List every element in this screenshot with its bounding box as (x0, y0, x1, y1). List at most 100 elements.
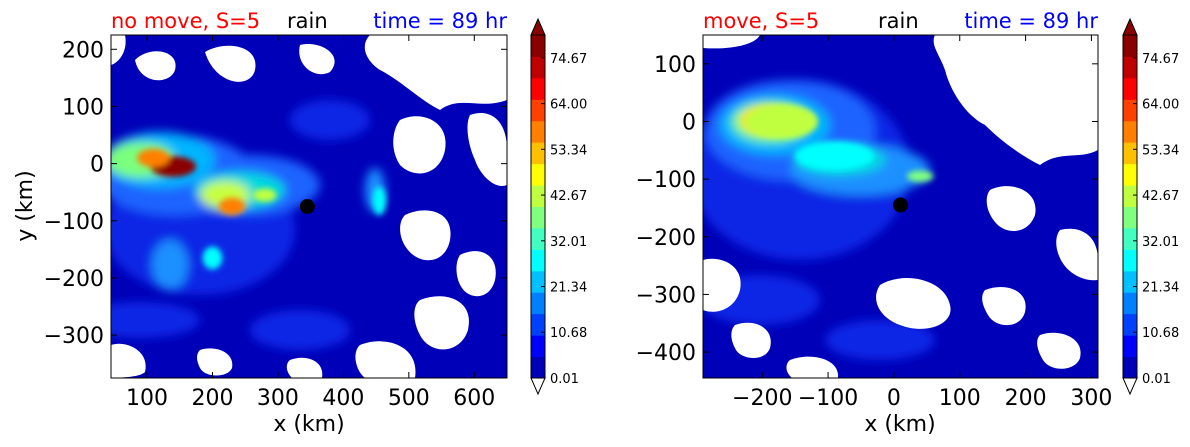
panel1-colorbar: 74.67 64.00 53.34 42.67 32.01 21.34 10.68 0.01 (1122, 17, 1179, 396)
panel0-no-rain-patch (135, 51, 176, 81)
panel0-band (111, 302, 200, 338)
rain-maximum-3 (253, 188, 277, 202)
x-tick-label: 300 (257, 386, 299, 411)
x-tick-label: 100 (126, 386, 168, 411)
colorbar-tick-label: 32.01 (550, 235, 587, 250)
colorbar-segment (531, 56, 545, 79)
colorbar-segment (1123, 163, 1137, 186)
y-tick-label: 100 (654, 53, 696, 78)
rain-maximum-4 (202, 246, 223, 270)
colorbar-segment (1123, 185, 1137, 207)
panel1-no-rain-patch (933, 35, 1098, 165)
colorbar-tick-label: 10.68 (1142, 326, 1179, 341)
panel0-band (250, 310, 350, 350)
rain-maximum-3 (907, 170, 934, 182)
panel0-no-rain-patch (414, 296, 470, 350)
panel0-title-center: rain (287, 9, 328, 33)
colorbar-segment (531, 206, 545, 229)
y-tick-label: 100 (62, 95, 104, 120)
panel1-title-right: time = 89 hr (964, 9, 1098, 33)
panel1-no-rain-patch (703, 35, 760, 49)
colorbar-segment (531, 142, 545, 165)
y-tick-label: 0 (682, 110, 696, 135)
panel0-title-right: time = 89 hr (373, 9, 507, 33)
colorbar-segment (531, 99, 545, 122)
panel1-title-left: move, S=5 (703, 9, 819, 33)
colorbar-segment (531, 356, 545, 379)
colorbar-frame (1122, 34, 1138, 379)
x-tick-label: −200 (732, 386, 792, 411)
panel0-no-rain-patch (364, 35, 507, 110)
panel0-storm-center-marker (299, 199, 315, 214)
colorbar-segment (1123, 56, 1137, 79)
colorbar-segment (531, 120, 545, 143)
colorbar-segment (531, 292, 545, 315)
colorbar-extend-max (1122, 17, 1138, 36)
panel0-no-rain-patch (205, 45, 256, 82)
colorbar-segment (1123, 270, 1137, 293)
y-tick-label: 0 (90, 153, 104, 178)
panel0-no-rain-regions (111, 35, 507, 378)
rain-maximum-2 (219, 197, 246, 216)
x-tick-label: 400 (322, 386, 364, 411)
panel-no-move: no move, S=5 rain time = 89 hr (13, 9, 587, 437)
x-tick-label: 600 (453, 386, 495, 411)
y-tick-label: −100 (636, 168, 696, 193)
x-tick-label: −100 (798, 386, 858, 411)
rain-maximum-1 (137, 148, 170, 168)
panel0-no-rain-patch (299, 44, 335, 75)
colorbar-tick-label: 42.67 (550, 189, 587, 204)
colorbar-tick-label: 21.34 (550, 281, 587, 296)
y-tick-label: −300 (636, 283, 696, 308)
x-tick-label: 0 (887, 386, 901, 411)
colorbar-segment (531, 270, 545, 293)
colorbar-tick-label: 0.01 (1142, 372, 1171, 387)
panel0-title-left: no move, S=5 (111, 9, 260, 33)
panel0-no-rain-patch (197, 348, 233, 376)
colorbar-tick-label: 74.67 (550, 52, 587, 67)
colorbar-segment (531, 227, 545, 250)
panel0-colorbar: 74.67 64.00 53.34 42.67 32.01 21.34 10.68 0.01 (530, 17, 587, 396)
panel1-storm-center-marker (893, 197, 908, 213)
rain-maximum-1 (745, 104, 819, 139)
panel1-plot-area (703, 35, 1098, 378)
x-tick-label: 100 (939, 386, 981, 411)
colorbar-frame (530, 34, 546, 379)
colorbar-tick-label: 64.00 (1142, 98, 1179, 113)
colorbar-extend-max (530, 17, 546, 36)
panel0-no-rain-patch (286, 357, 323, 378)
panel1-rain-maxima (745, 104, 934, 182)
colorbar-tick-label: 42.67 (1142, 189, 1179, 204)
x-tick-label: 200 (191, 386, 233, 411)
colorbar-segment (1123, 120, 1137, 143)
panel1-no-rain-patch (982, 286, 1026, 326)
panel0-axes-frame (110, 34, 508, 379)
colorbar-segment (531, 163, 545, 186)
x-tick-label: 300 (1070, 386, 1112, 411)
colorbar-segment (531, 185, 545, 207)
panel1-band (825, 320, 935, 360)
panel1-no-rain-patch (786, 356, 839, 378)
colorbar-extend-min (530, 377, 546, 396)
panel1-rain-field (703, 80, 935, 360)
colorbar-segment (1123, 335, 1137, 358)
panel0-no-rain-patch (393, 116, 446, 174)
rain-maximum-2 (795, 141, 875, 171)
panel1-no-rain-patch (1056, 228, 1098, 281)
panel0-band (152, 240, 188, 290)
panel0-no-rain-patch (111, 35, 126, 65)
x-tick-label: 200 (1005, 386, 1047, 411)
colorbar-segment (1123, 77, 1137, 100)
panel0-ylabel: y (km) (13, 170, 38, 241)
panel1-no-rain-patch (731, 322, 771, 358)
panel1-no-rain-patch (986, 186, 1036, 232)
panel0-ticks: 100 200 300 400 500 600 200 100 0 −100 −200 −300 (44, 35, 507, 411)
colorbar-segment (531, 335, 545, 358)
colorbar-tick-label: 53.34 (1142, 143, 1179, 158)
panel0-no-rain-patch (400, 210, 451, 261)
panel0-band (290, 100, 370, 140)
y-tick-label: −300 (44, 324, 104, 349)
panel0-no-rain-patch (456, 251, 496, 297)
colorbar-tick-label: 74.67 (1142, 52, 1179, 67)
